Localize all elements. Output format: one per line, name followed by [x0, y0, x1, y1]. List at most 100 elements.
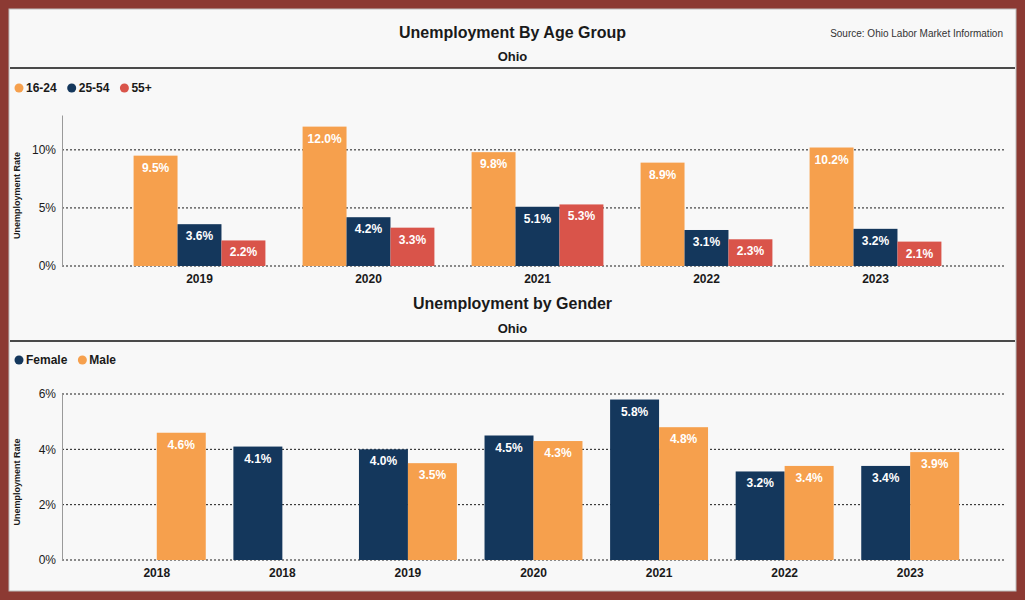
- data-label: 9.5%: [142, 161, 170, 175]
- x-tick: 2021: [646, 560, 673, 580]
- x-tick: 2020: [355, 266, 382, 286]
- x-tick-label: 2019: [186, 272, 213, 286]
- y-tick: 4%: [39, 443, 62, 457]
- legend: FemaleMale: [15, 353, 117, 367]
- bar: [861, 466, 910, 560]
- bar: [221, 240, 265, 266]
- bar: [685, 230, 729, 266]
- data-label: 4.8%: [670, 432, 698, 446]
- x-tick-label: 2023: [862, 272, 889, 286]
- x-tick-label: 2023: [897, 566, 924, 580]
- x-axis: 2019 2020 2021 2022 2023: [186, 266, 889, 286]
- bar: [910, 452, 959, 560]
- y-axis-title: Unemployment Rate: [12, 438, 22, 525]
- legend-marker: [67, 84, 76, 93]
- data-label: 3.4%: [872, 471, 900, 485]
- x-tick: 2020: [520, 560, 547, 580]
- x-axis: 2018 2018 2019 2020 2021 2022 2023: [143, 560, 923, 580]
- grid: [62, 394, 1005, 560]
- x-tick: 2018: [143, 560, 170, 580]
- y-tick: 10%: [32, 143, 62, 157]
- legend-label: Female: [26, 353, 68, 367]
- legend-label: 16-24: [26, 81, 57, 95]
- bar: [659, 427, 708, 560]
- data-label: 5.8%: [621, 405, 649, 419]
- chart-subtitle: Ohio: [498, 321, 528, 336]
- bar: [347, 217, 391, 266]
- data-label: 3.1%: [693, 235, 721, 249]
- bar: [233, 447, 282, 560]
- y-tick: 0%: [39, 259, 62, 273]
- grid-line: [62, 394, 1005, 395]
- chart-subtitle: Ohio: [498, 49, 528, 64]
- bars: [134, 127, 942, 266]
- data-label: 4.2%: [355, 222, 383, 236]
- data-labels: 9.5%12.0%9.8%8.9%10.2%3.6%4.2%5.1%3.1%3.…: [142, 132, 934, 261]
- bar: [390, 228, 434, 266]
- grid: [62, 150, 1005, 266]
- bar: [641, 163, 685, 266]
- data-label: 5.1%: [524, 212, 552, 226]
- y-tick: 0%: [39, 553, 62, 567]
- x-tick-label: 2021: [524, 272, 551, 286]
- x-tick-label: 2022: [693, 272, 720, 286]
- data-label: 8.9%: [649, 168, 677, 182]
- bar: [303, 127, 347, 266]
- y-tick: 2%: [39, 498, 62, 512]
- x-tick: 2021: [524, 266, 551, 286]
- legend-label: 55+: [131, 81, 151, 95]
- x-tick-label: 2018: [143, 566, 170, 580]
- bars: [157, 400, 959, 560]
- bar: [472, 152, 516, 266]
- data-label: 4.0%: [370, 454, 398, 468]
- bar: [134, 156, 178, 266]
- bar: [610, 400, 659, 560]
- header-separator: [10, 67, 1015, 69]
- data-label: 9.8%: [480, 157, 508, 171]
- y-tick: 5%: [39, 201, 62, 215]
- chart-root: Unemployment By Age Group Ohio Source: Ohi…: [0, 0, 1025, 600]
- y-axis-line: [62, 395, 63, 561]
- bar: [810, 148, 854, 266]
- x-tick-label: 2022: [771, 566, 798, 580]
- data-label: 5.3%: [568, 209, 596, 223]
- bar: [516, 207, 560, 266]
- bar: [408, 463, 457, 560]
- chart-svg: Unemployment By Age Group Ohio Source: Ohi…: [0, 0, 1025, 600]
- data-label: 10.2%: [815, 153, 849, 167]
- x-tick-label: 2021: [646, 566, 673, 580]
- bar: [728, 239, 772, 266]
- x-tick: 2019: [395, 560, 422, 580]
- bar: [559, 204, 603, 266]
- data-labels: 4.1%4.0%4.5%5.8%3.2%3.4%4.6%3.5%4.3%4.8%…: [168, 405, 949, 491]
- bar: [157, 433, 206, 560]
- y-axis: 0% 5% 10%: [32, 116, 63, 274]
- y-tick-label: 5%: [39, 201, 57, 215]
- legend-marker: [78, 356, 87, 365]
- data-label: 4.1%: [244, 452, 272, 466]
- source-note: Source: Ohio Labor Market Information: [830, 28, 1003, 39]
- y-tick-label: 10%: [32, 143, 56, 157]
- chart-title: Unemployment By Age Group: [399, 24, 626, 41]
- data-label: 4.3%: [544, 446, 572, 460]
- bar: [359, 449, 408, 560]
- legend-marker: [120, 84, 129, 93]
- legend-marker: [15, 356, 24, 365]
- x-tick: 2023: [897, 560, 924, 580]
- header-separator: [10, 340, 1015, 342]
- bar: [736, 471, 785, 560]
- y-axis: 0% 2% 4% 6%: [39, 387, 63, 567]
- x-tick: 2023: [862, 266, 889, 286]
- x-tick-label: 2020: [355, 272, 382, 286]
- y-tick-label: 2%: [39, 498, 57, 512]
- y-tick: 6%: [39, 387, 62, 401]
- data-label: 3.9%: [921, 457, 949, 471]
- data-label: 2.3%: [737, 244, 765, 258]
- legend-label: 25-54: [79, 81, 110, 95]
- x-tick: 2018: [269, 560, 296, 580]
- x-tick: 2022: [771, 560, 798, 580]
- x-tick-label: 2018: [269, 566, 296, 580]
- bar: [854, 229, 898, 266]
- bar: [534, 441, 583, 560]
- grid-line: [62, 149, 1005, 150]
